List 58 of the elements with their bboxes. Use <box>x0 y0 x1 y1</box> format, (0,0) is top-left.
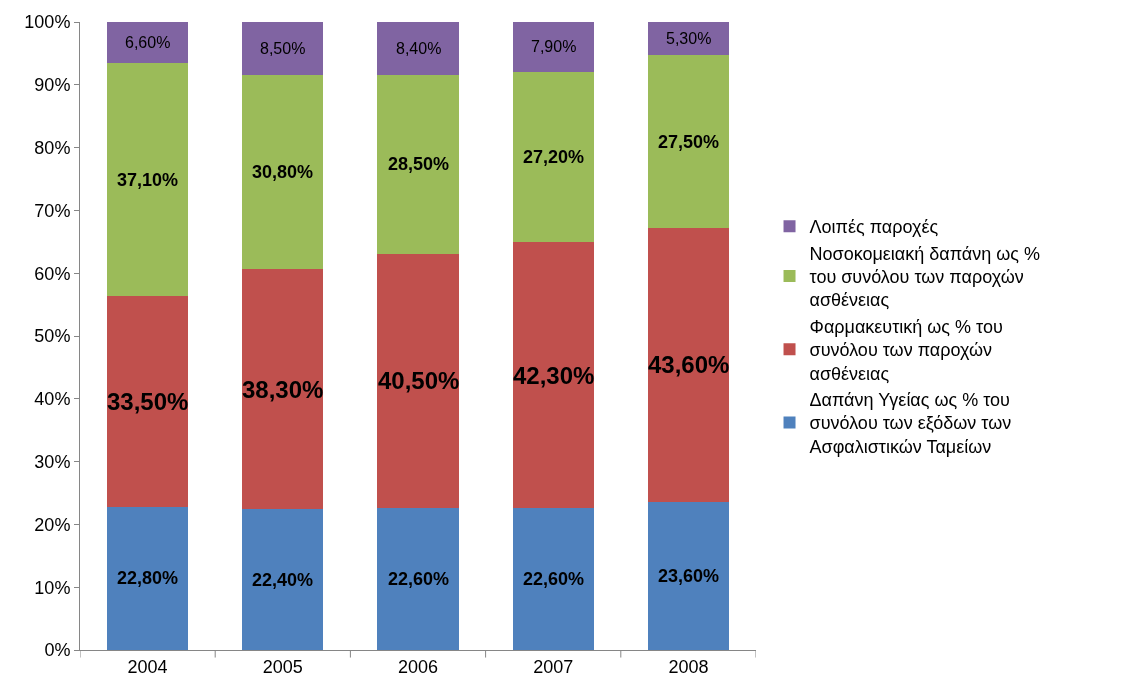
data-label: 33,50% <box>107 388 189 415</box>
y-tick-label: 70% <box>34 200 71 221</box>
x-tick-label: 2005 <box>262 656 303 677</box>
data-label: 30,80% <box>252 162 314 182</box>
data-label: 40,50% <box>378 367 460 394</box>
bar <box>377 22 459 75</box>
x-tick-label: 2008 <box>668 656 709 677</box>
bar <box>377 508 459 650</box>
data-label: 8,40% <box>396 40 442 57</box>
bar <box>512 508 594 650</box>
legend-label: Λοιπές παροχές <box>809 217 939 238</box>
bar <box>107 63 189 297</box>
legend-label: Φαρμακευτική ως % του συνόλου των παροχών ασθένειας <box>809 316 1003 384</box>
data-label: 22,80% <box>117 568 179 588</box>
bar <box>647 501 729 650</box>
legend-label: Νοσοκομειακή δαπάνη ως % του συνόλου των παροχών ασθένειας <box>809 243 1040 311</box>
legend-label: Δαπάνη Υγείας ως % του συνόλου των εξόδων των Ασφαλιστικών Ταμείων <box>809 390 1012 457</box>
bar <box>512 22 594 72</box>
bar <box>512 71 594 243</box>
data-label: 38,30% <box>242 376 324 403</box>
bar <box>512 242 594 509</box>
bar <box>107 506 189 650</box>
bar <box>242 75 324 269</box>
bar <box>647 227 729 502</box>
data-label: 42,30% <box>513 362 595 389</box>
y-tick-label: 100% <box>24 12 71 33</box>
bar <box>242 268 324 510</box>
bar <box>242 509 324 650</box>
data-label: 7,90% <box>531 38 577 55</box>
y-tick-label: 60% <box>34 263 71 284</box>
bar <box>242 22 324 76</box>
x-tick-label: 2004 <box>127 656 168 677</box>
bar <box>377 253 459 509</box>
data-label: 43,60% <box>648 351 730 378</box>
bar <box>647 55 729 228</box>
data-label: 37,10% <box>117 170 179 190</box>
bar <box>377 74 459 254</box>
data-label: 27,20% <box>523 147 585 167</box>
y-tick-label: 40% <box>34 389 71 410</box>
y-tick-label: 0% <box>44 640 71 661</box>
data-label: 27,50% <box>658 132 720 152</box>
data-label: 22,60% <box>388 569 450 589</box>
x-tick-label: 2006 <box>397 656 439 677</box>
bar <box>107 296 189 507</box>
y-tick-label: 30% <box>34 451 71 472</box>
y-tick-label: 20% <box>34 514 71 535</box>
data-label: 8,50% <box>260 40 306 57</box>
data-label: 28,50% <box>388 154 450 174</box>
y-tick-label: 80% <box>34 137 71 158</box>
data-label: 6,60% <box>125 34 171 51</box>
x-tick-label: 2007 <box>533 656 574 677</box>
data-label: 23,60% <box>658 566 720 586</box>
y-tick-label: 90% <box>34 75 71 96</box>
data-label: 22,40% <box>252 570 314 590</box>
data-label: 5,30% <box>666 30 712 47</box>
y-tick-label: 10% <box>34 577 71 598</box>
y-tick-label: 50% <box>34 326 71 347</box>
data-label: 22,60% <box>523 569 585 589</box>
